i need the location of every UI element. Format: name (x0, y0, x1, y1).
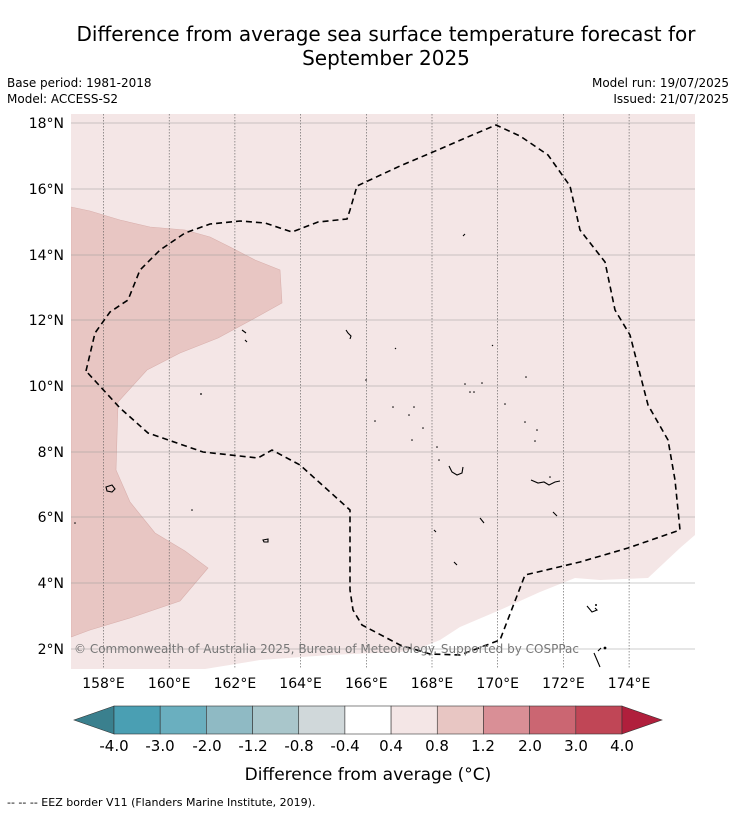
colorbar-tick-label: 2.0 (518, 737, 542, 755)
islands (105, 233, 602, 668)
lon-label: 172°E (542, 676, 585, 692)
colorbar-segment (344, 705, 392, 735)
lat-label: 18°N (29, 116, 64, 132)
island-bokak (394, 347, 397, 350)
lat-label: 14°N (29, 248, 64, 264)
colorbar-tick-label: -0.8 (284, 737, 313, 755)
colorbar-tick-label: -0.4 (330, 737, 359, 755)
lat-label: 10°N (29, 379, 64, 395)
map-title-line2: September 2025 (302, 46, 470, 70)
island-namu (433, 529, 437, 533)
lat-label: 8°N (38, 445, 64, 461)
map-area: © Commonwealth of Australia 2025, Bureau… (71, 114, 695, 669)
colorbar-tick-label: 0.4 (379, 737, 403, 755)
colorbar-segment (529, 705, 577, 735)
latitude-gridlines (71, 122, 695, 650)
island-wotje (530, 479, 561, 486)
colorbar-tick-label: -2.0 (192, 737, 221, 755)
lon-label: 164°E (279, 676, 322, 692)
island-mili (586, 605, 602, 668)
lon-label: 170°E (476, 676, 519, 692)
lat-label: 4°N (38, 576, 64, 592)
island-jaluit (479, 517, 485, 524)
colorbar-segment (252, 705, 300, 735)
colorbar-segment (575, 705, 623, 735)
island-ebon (453, 561, 458, 566)
colorbar-segment (390, 705, 438, 735)
lon-label: 174°E (608, 676, 651, 692)
lat-label: 12°N (29, 313, 64, 329)
island-dots (74, 376, 607, 650)
longitude-gridlines (103, 114, 630, 669)
colorbar-tick-label: -1.2 (238, 737, 267, 755)
colorbar-extend-over (621, 705, 663, 735)
longitude-labels: 158°E 160°E 162°E 164°E 166°E 168°E 170°… (82, 676, 650, 692)
island-rongelap (345, 329, 352, 340)
colorbar-segment (298, 705, 346, 735)
colorbar-segment (206, 705, 253, 735)
colorbar-title: Difference from average (°C) (245, 765, 492, 785)
eez-border (85, 124, 681, 656)
colorbar-tick-labels: -4.0 -3.0 -2.0 -1.2 -0.8 -0.4 0.4 0.8 1.… (99, 737, 634, 755)
colorbar-tick-label: 3.0 (564, 737, 588, 755)
island-bikini (241, 329, 248, 343)
anomaly-region-0-8-to-1-2 (71, 206, 283, 638)
map-copyright: © Commonwealth of Australia 2025, Bureau… (74, 642, 579, 656)
map-title: Difference from average sea surface temp… (40, 22, 732, 70)
eez-legend-note: -- -- -- EEZ border V11 (Flanders Marine… (7, 796, 316, 809)
lat-label: 16°N (29, 182, 64, 198)
island-ujelang (262, 538, 269, 543)
colorbar-segment (436, 705, 484, 735)
lon-label: 160°E (148, 676, 191, 692)
map-title-line1: Difference from average sea surface temp… (76, 22, 696, 46)
colorbar-segment (159, 705, 207, 735)
colorbar-segment (483, 705, 530, 735)
model-name: Model: ACCESS-S2 (7, 92, 119, 106)
colorbar-tick-label: -3.0 (145, 737, 174, 755)
lat-label: 6°N (38, 510, 64, 526)
lon-label: 162°E (214, 676, 257, 692)
colorbar-tick-label: 0.8 (425, 737, 449, 755)
colorbar-tick-label: 1.2 (471, 737, 495, 755)
colorbar (73, 705, 663, 735)
lon-label: 158°E (82, 676, 125, 692)
island-enewetak (105, 484, 116, 493)
colorbar-tick-label: 4.0 (610, 737, 634, 755)
lat-label: 2°N (38, 642, 64, 658)
lon-label: 166°E (345, 676, 388, 692)
issued-date: Issued: 21/07/2025 (613, 92, 729, 106)
island-wake (462, 233, 466, 237)
latitude-labels: 18°N 16°N 14°N 12°N 10°N 8°N 6°N 4°N 2°N (29, 116, 64, 658)
colorbar-extend-under (73, 705, 115, 735)
lon-label: 168°E (411, 676, 454, 692)
colorbar-tick-label: -4.0 (99, 737, 128, 755)
meta-right: Model run: 19/07/2025 Issued: 21/07/2025 (592, 75, 729, 107)
model-run: Model run: 19/07/2025 (591, 76, 729, 90)
colorbar-segment (113, 705, 161, 735)
meta-left: Base period: 1981-2018 Model: ACCESS-S2 (7, 75, 152, 107)
base-period: Base period: 1981-2018 (7, 76, 152, 90)
island-utirik (491, 344, 494, 347)
island-kwajalein (448, 465, 464, 476)
island-maloelap (552, 511, 558, 517)
